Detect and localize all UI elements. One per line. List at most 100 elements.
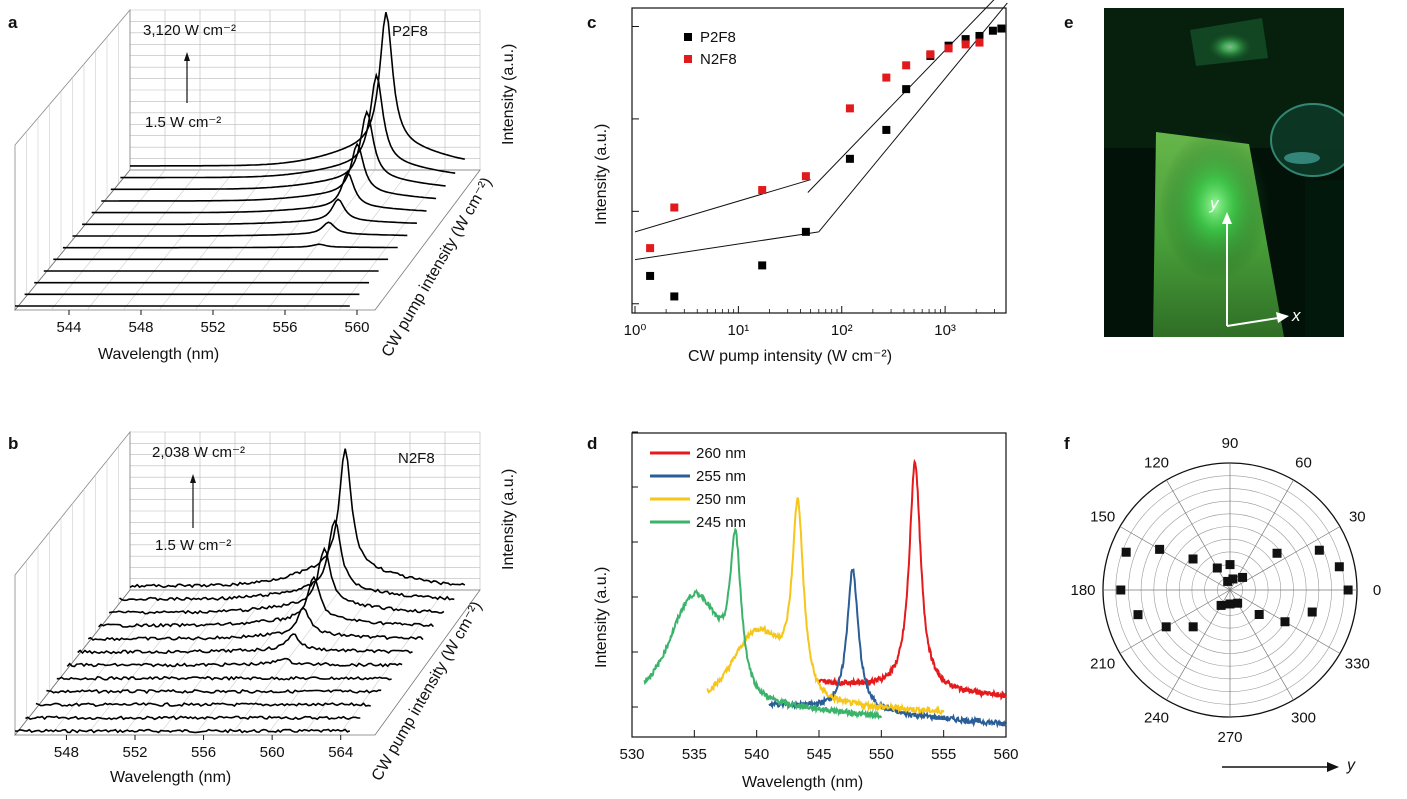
data-point-n2f8 xyxy=(758,186,767,195)
polar-point xyxy=(1314,545,1324,555)
floor-gridline xyxy=(302,589,411,736)
legend-label-n2f8: N2F8 xyxy=(700,51,737,68)
legend-label: 260 nm xyxy=(696,445,746,462)
polar-point xyxy=(1334,562,1344,572)
floor-gridline xyxy=(338,169,446,311)
panel-d-spectra xyxy=(643,458,1007,729)
legend-marker-n2f8 xyxy=(684,55,692,63)
panel-a-high-intensity-note: 3,120 W cm⁻² xyxy=(143,22,236,39)
data-point-n2f8 xyxy=(975,38,984,47)
polar-point xyxy=(1216,600,1226,610)
panel-a-spectra xyxy=(15,12,465,307)
photo-lens-reflection xyxy=(1284,152,1320,164)
panel-b-sample-label: N2F8 xyxy=(398,450,435,467)
angle-label: 180 xyxy=(1070,582,1095,599)
panel-b-arrow-head xyxy=(190,474,196,483)
x-tick-label: 545 xyxy=(806,746,831,763)
panel-a-y-label: Intensity (a.u.) xyxy=(500,44,517,145)
panel-b-spectra xyxy=(14,448,466,734)
spectrum-line xyxy=(87,607,424,642)
polar-spoke xyxy=(1229,589,1294,701)
panel-b-y-label: Intensity (a.u.) xyxy=(500,469,517,570)
spectrum-line xyxy=(91,171,427,214)
angle-label: 90 xyxy=(1222,435,1239,452)
panel-f-direction-arrow-head xyxy=(1327,762,1339,772)
angle-label: 60 xyxy=(1295,455,1312,472)
panel-b-low-intensity-note: 1.5 W cm⁻² xyxy=(155,537,231,554)
x-tick-label: 550 xyxy=(869,746,894,763)
data-point-n2f8 xyxy=(670,203,679,212)
x-tick-label: 560 xyxy=(344,319,369,336)
panel-d-frame xyxy=(631,432,1007,738)
spectrum-line xyxy=(35,702,371,707)
polar-point xyxy=(1272,548,1282,558)
x-tick-label: 552 xyxy=(200,319,225,336)
x-tick-label: 535 xyxy=(682,746,707,763)
polar-point xyxy=(1254,609,1264,619)
photo-emission-glow xyxy=(1160,130,1270,280)
spectrum-line xyxy=(82,198,417,226)
x-tick-label: 552 xyxy=(122,744,147,761)
panel-d-line-chart: d 530 535 540 545 550 555 560 260 nm 255 nm 250 … xyxy=(587,431,1019,791)
x-tick-label: 10¹ xyxy=(728,322,750,339)
polar-point xyxy=(1343,585,1353,595)
panel-a-z-label: CW pump intensity (W cm⁻²) xyxy=(379,175,496,360)
panel-a-grid xyxy=(14,8,481,312)
panel-b-x-label: Wavelength (nm) xyxy=(110,769,231,786)
data-point-n2f8 xyxy=(646,244,655,253)
x-tick-label: 555 xyxy=(931,746,956,763)
data-point-n2f8 xyxy=(961,40,970,49)
panel-a-sample-label: P2F8 xyxy=(392,23,428,40)
data-point-p2f8 xyxy=(961,35,970,44)
fit-line xyxy=(634,179,811,233)
data-point-p2f8 xyxy=(646,271,655,280)
polar-point xyxy=(1188,554,1198,564)
panel-a-arrow-head xyxy=(184,52,190,61)
panel-label-b: b xyxy=(8,434,18,453)
panel-d-ticks: 530 535 540 545 550 555 560 xyxy=(619,431,1019,763)
panel-a-x-ticks: 544 548 552 556 560 xyxy=(56,310,370,336)
panel-c-y-label: Intensity (a.u.) xyxy=(593,124,610,225)
panel-b-x-ticks: 548 552 556 560 564 xyxy=(54,735,353,761)
spectrum-line xyxy=(66,657,403,668)
polar-point xyxy=(1225,599,1235,609)
floor-gridline xyxy=(50,589,166,736)
photo-x-arrow-head xyxy=(1276,312,1289,323)
panel-label-e: e xyxy=(1064,13,1073,32)
polar-point xyxy=(1280,617,1290,627)
spectrum-line xyxy=(101,142,437,202)
x-tick-label: 560 xyxy=(260,744,285,761)
spectrum-245-nm xyxy=(643,527,883,720)
panel-c-frame xyxy=(631,7,1007,314)
spectrum-line xyxy=(25,715,361,721)
legend-label: 255 nm xyxy=(696,468,746,485)
floor-gridline xyxy=(122,589,236,736)
fit-line xyxy=(807,0,995,193)
polar-point xyxy=(1225,560,1235,570)
data-point-n2f8 xyxy=(845,104,854,113)
photo-y-axis-label: y xyxy=(1209,194,1220,213)
polar-point xyxy=(1121,547,1131,557)
panel-c-x-label: CW pump intensity (W cm⁻²) xyxy=(688,348,892,365)
panel-f-grid xyxy=(1102,462,1358,718)
panel-f-points xyxy=(1116,544,1353,632)
floor-gridline xyxy=(230,169,341,311)
x-tick-label: 556 xyxy=(272,319,297,336)
panel-c-points xyxy=(646,24,1006,301)
x-tick-label: 10² xyxy=(831,322,853,339)
spectrum-line xyxy=(98,575,434,628)
data-point-p2f8 xyxy=(902,85,911,94)
floor-gridline xyxy=(266,589,376,736)
panel-c-ticks: 10⁰ 10¹ 10² 10³ xyxy=(624,25,995,339)
spectrum-250-nm xyxy=(706,497,945,716)
polar-spoke xyxy=(1229,479,1294,591)
panel-e-photo: e xyxy=(1064,8,1344,337)
angle-label: 30 xyxy=(1349,509,1366,526)
data-point-n2f8 xyxy=(882,73,891,82)
floor-gridline xyxy=(50,169,166,311)
spectrum-260-nm xyxy=(818,458,1007,701)
spectrum-line xyxy=(62,243,398,249)
spectrum-line xyxy=(119,519,455,602)
angle-label: 300 xyxy=(1291,709,1316,726)
